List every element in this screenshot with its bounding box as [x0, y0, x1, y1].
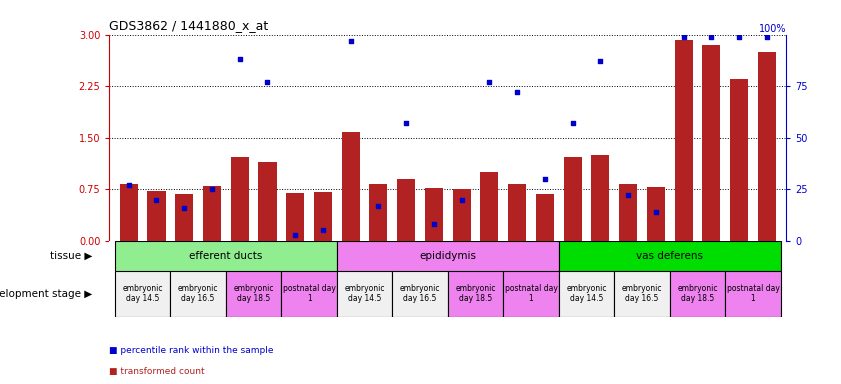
Bar — [591, 155, 610, 241]
Point — [538, 176, 552, 182]
Point — [621, 192, 635, 199]
Bar — [314, 192, 332, 241]
Bar — [563, 157, 582, 241]
Bar — [286, 193, 304, 241]
Bar — [447, 271, 503, 317]
Point — [566, 120, 579, 126]
Point — [288, 232, 302, 238]
Point — [261, 79, 274, 85]
Point — [233, 56, 246, 62]
Bar — [337, 241, 558, 271]
Point — [344, 38, 357, 44]
Point — [205, 186, 219, 192]
Bar — [397, 179, 415, 241]
Point — [649, 209, 663, 215]
Bar — [230, 157, 249, 241]
Bar — [258, 162, 277, 241]
Point — [510, 89, 524, 95]
Point — [177, 205, 191, 211]
Text: embryonic
day 16.5: embryonic day 16.5 — [177, 284, 219, 303]
Text: epididymis: epididymis — [420, 251, 476, 261]
Bar — [115, 271, 171, 317]
Bar — [730, 79, 748, 241]
Bar — [702, 45, 721, 241]
Bar — [341, 132, 360, 241]
Bar — [115, 241, 337, 271]
Point — [150, 197, 163, 203]
Point — [760, 33, 774, 40]
Bar — [171, 271, 226, 317]
Text: postnatal day
1: postnatal day 1 — [505, 284, 558, 303]
Bar — [393, 271, 447, 317]
Bar — [725, 271, 780, 317]
Text: GDS3862 / 1441880_x_at: GDS3862 / 1441880_x_at — [109, 19, 268, 32]
Bar — [452, 189, 471, 241]
Point — [455, 197, 468, 203]
Point — [427, 221, 441, 227]
Text: vas deferens: vas deferens — [637, 251, 703, 261]
Bar — [480, 172, 499, 241]
Text: embryonic
day 18.5: embryonic day 18.5 — [677, 284, 718, 303]
Text: embryonic
day 16.5: embryonic day 16.5 — [399, 284, 441, 303]
Bar — [619, 184, 637, 241]
Bar — [503, 271, 558, 317]
Bar — [337, 271, 393, 317]
Bar — [614, 271, 669, 317]
Text: embryonic
day 16.5: embryonic day 16.5 — [621, 284, 663, 303]
Text: ■ percentile rank within the sample: ■ percentile rank within the sample — [109, 346, 274, 355]
Point — [483, 79, 496, 85]
Text: embryonic
day 14.5: embryonic day 14.5 — [123, 284, 163, 303]
Bar — [508, 184, 526, 241]
Text: embryonic
day 14.5: embryonic day 14.5 — [566, 284, 607, 303]
Text: embryonic
day 18.5: embryonic day 18.5 — [233, 284, 274, 303]
Bar — [669, 271, 725, 317]
Bar — [175, 194, 193, 241]
Text: embryonic
day 14.5: embryonic day 14.5 — [344, 284, 385, 303]
Bar — [425, 188, 443, 241]
Point — [705, 33, 718, 40]
Bar — [647, 187, 665, 241]
Point — [122, 182, 135, 188]
Bar — [369, 184, 388, 241]
Point — [372, 203, 385, 209]
Point — [594, 58, 607, 65]
Bar — [536, 194, 554, 241]
Text: efferent ducts: efferent ducts — [189, 251, 262, 261]
Text: development stage ▶: development stage ▶ — [0, 289, 93, 299]
Bar — [758, 52, 776, 241]
Text: ■ transformed count: ■ transformed count — [109, 367, 205, 376]
Text: tissue ▶: tissue ▶ — [50, 251, 93, 261]
Bar — [147, 191, 166, 241]
Point — [677, 33, 690, 40]
Bar — [226, 271, 282, 317]
Bar — [674, 40, 693, 241]
Bar — [282, 271, 337, 317]
Point — [399, 120, 413, 126]
Point — [316, 227, 330, 233]
Bar — [558, 241, 780, 271]
Point — [733, 33, 746, 40]
Text: embryonic
day 18.5: embryonic day 18.5 — [455, 284, 496, 303]
Text: 100%: 100% — [759, 23, 786, 33]
Text: postnatal day
1: postnatal day 1 — [727, 284, 780, 303]
Bar — [119, 184, 138, 241]
Text: postnatal day
1: postnatal day 1 — [283, 284, 336, 303]
Bar — [558, 271, 614, 317]
Bar — [203, 186, 221, 241]
